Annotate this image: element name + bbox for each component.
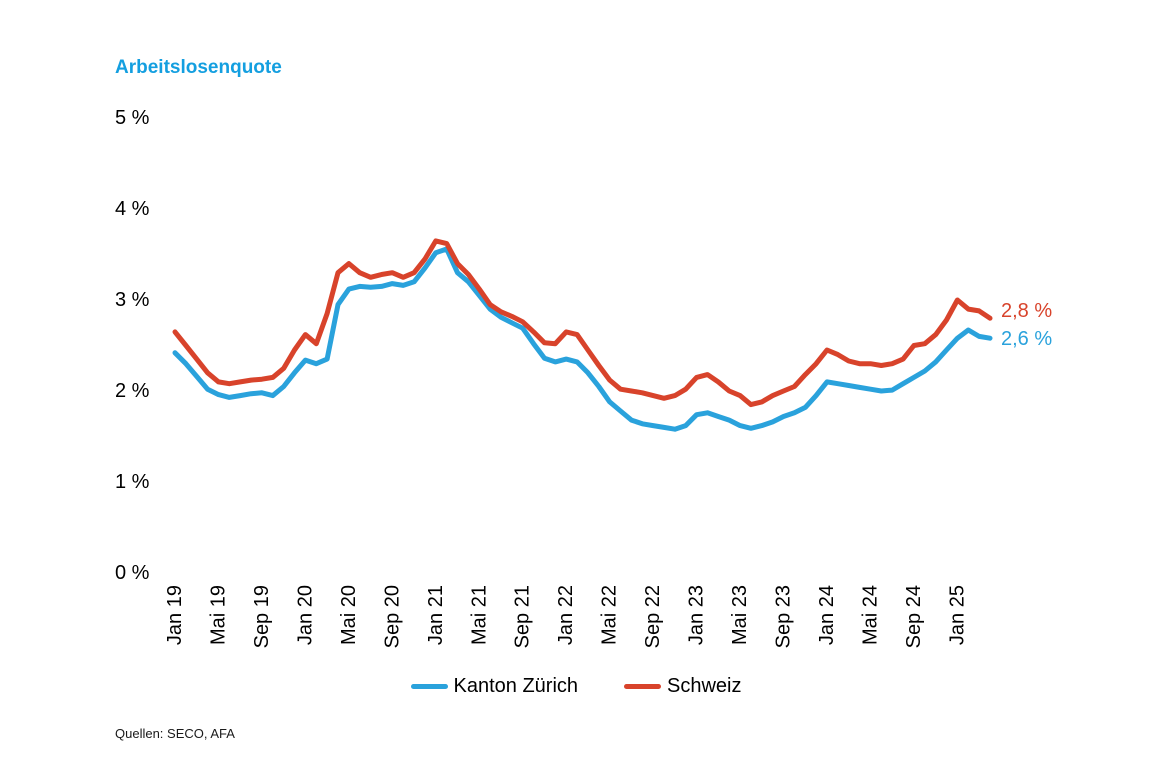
source-note: Quellen: SECO, AFA <box>115 726 235 741</box>
x-tick-label: Mai 19 <box>207 585 229 645</box>
x-tick-label: Jan 25 <box>946 585 968 645</box>
y-tick-label: 3 % <box>115 289 150 311</box>
x-tick-label: Sep 22 <box>642 585 664 648</box>
x-tick-label: Jan 20 <box>294 585 316 645</box>
x-tick-label: Jan 23 <box>686 585 708 645</box>
legend-item-kanton-zuerich: Kanton Zürich <box>410 675 579 698</box>
x-tick-label: Mai 21 <box>468 585 490 645</box>
x-tick-label: Mai 23 <box>729 585 751 645</box>
y-tick-label: 5 % <box>115 107 150 129</box>
legend: Kanton Zürich Schweiz <box>0 675 1152 698</box>
y-tick-label: 0 % <box>115 562 150 584</box>
chart-title: Arbeitslosenquote <box>115 57 282 78</box>
x-tick-label: Jan 21 <box>425 585 447 645</box>
x-tick-label: Sep 24 <box>903 585 925 648</box>
series-line-schweiz <box>172 238 993 408</box>
y-tick-label: 2 % <box>115 380 150 402</box>
x-tick-label: Jan 22 <box>555 585 577 645</box>
y-tick-label: 4 % <box>115 198 150 220</box>
y-tick-label: 1 % <box>115 471 150 493</box>
x-tick-label: Jan 19 <box>164 585 186 645</box>
legend-label-kanton-zuerich: Kanton Zürich <box>453 675 579 697</box>
x-tick-label: Jan 24 <box>816 585 838 645</box>
legend-item-schweiz: Schweiz <box>624 675 742 698</box>
zuerich-line-swatch-icon <box>410 684 448 689</box>
zuerich-end-value-label: 2,6 % <box>1001 328 1053 350</box>
x-tick-label: Sep 21 <box>512 585 534 648</box>
legend-label-schweiz: Schweiz <box>667 675 742 697</box>
x-tick-label: Mai 22 <box>599 585 621 645</box>
schweiz-line-swatch-icon <box>624 684 662 689</box>
x-tick-label: Sep 20 <box>381 585 403 648</box>
x-tick-label: Mai 24 <box>859 585 881 645</box>
x-tick-label: Sep 19 <box>251 585 273 648</box>
x-tick-label: Mai 20 <box>338 585 360 645</box>
schweiz-end-value-label: 2,8 % <box>1001 300 1053 322</box>
series-line-kanton-z-rich <box>172 246 993 432</box>
x-tick-label: Sep 23 <box>773 585 795 648</box>
